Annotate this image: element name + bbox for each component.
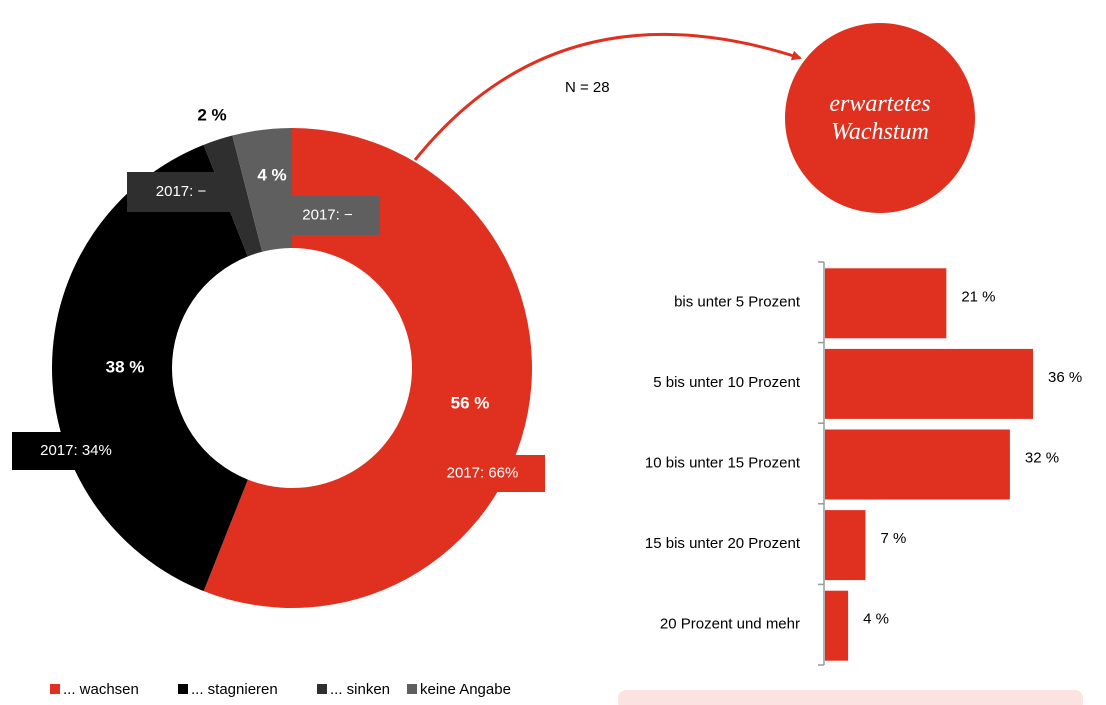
legend-swatch bbox=[50, 684, 60, 694]
value-label: 2 % bbox=[197, 105, 226, 124]
bar bbox=[825, 510, 866, 581]
y-tick-label: 10 bis unter 15 Prozent bbox=[645, 454, 801, 471]
value-label: 4 % bbox=[863, 611, 889, 628]
annotation: 2017: 66% bbox=[447, 464, 519, 481]
legend-swatch bbox=[178, 684, 188, 694]
y-tick-label: 5 bis unter 10 Prozent bbox=[653, 374, 801, 391]
annotation-box bbox=[275, 196, 380, 235]
legend-swatch bbox=[407, 684, 417, 694]
legend-label: ... wachsen bbox=[63, 681, 139, 698]
bar bbox=[825, 268, 947, 339]
bar bbox=[825, 429, 1010, 500]
value-label: 56 % bbox=[451, 393, 490, 412]
donut-segment bbox=[51, 144, 248, 592]
legend-swatch bbox=[317, 684, 327, 694]
y-tick-label: 20 Prozent und mehr bbox=[660, 616, 800, 633]
annotation: 2017: − bbox=[302, 206, 353, 223]
legend-label: ... stagnieren bbox=[191, 681, 278, 698]
bar bbox=[825, 348, 1033, 419]
arrow bbox=[413, 32, 802, 161]
annotation: 2017: 34% bbox=[40, 442, 112, 459]
highlight-circle bbox=[785, 23, 975, 213]
annotation-box bbox=[12, 432, 140, 470]
value-label: 38 % bbox=[106, 357, 145, 376]
y-tick-label: bis unter 5 Prozent bbox=[674, 293, 801, 310]
footer-box bbox=[618, 690, 1083, 705]
legend-label: ... sinken bbox=[330, 681, 390, 698]
annotation-box bbox=[420, 455, 545, 492]
note: N = 28 bbox=[565, 79, 610, 96]
bar bbox=[825, 590, 849, 661]
value-label: 21 % bbox=[961, 288, 995, 305]
y-tick-label: 15 bis unter 20 Prozent bbox=[645, 535, 801, 552]
value-label: 7 % bbox=[880, 530, 906, 547]
legend-label: keine Angabe bbox=[420, 681, 511, 698]
value-label: 32 % bbox=[1025, 449, 1059, 466]
value-label: 4 % bbox=[257, 165, 286, 184]
value-label: 36 % bbox=[1048, 369, 1082, 386]
annotation: 2017: − bbox=[156, 183, 207, 200]
bar-title: erwartetes Wachstum bbox=[829, 91, 931, 145]
annotation-box bbox=[127, 172, 235, 212]
